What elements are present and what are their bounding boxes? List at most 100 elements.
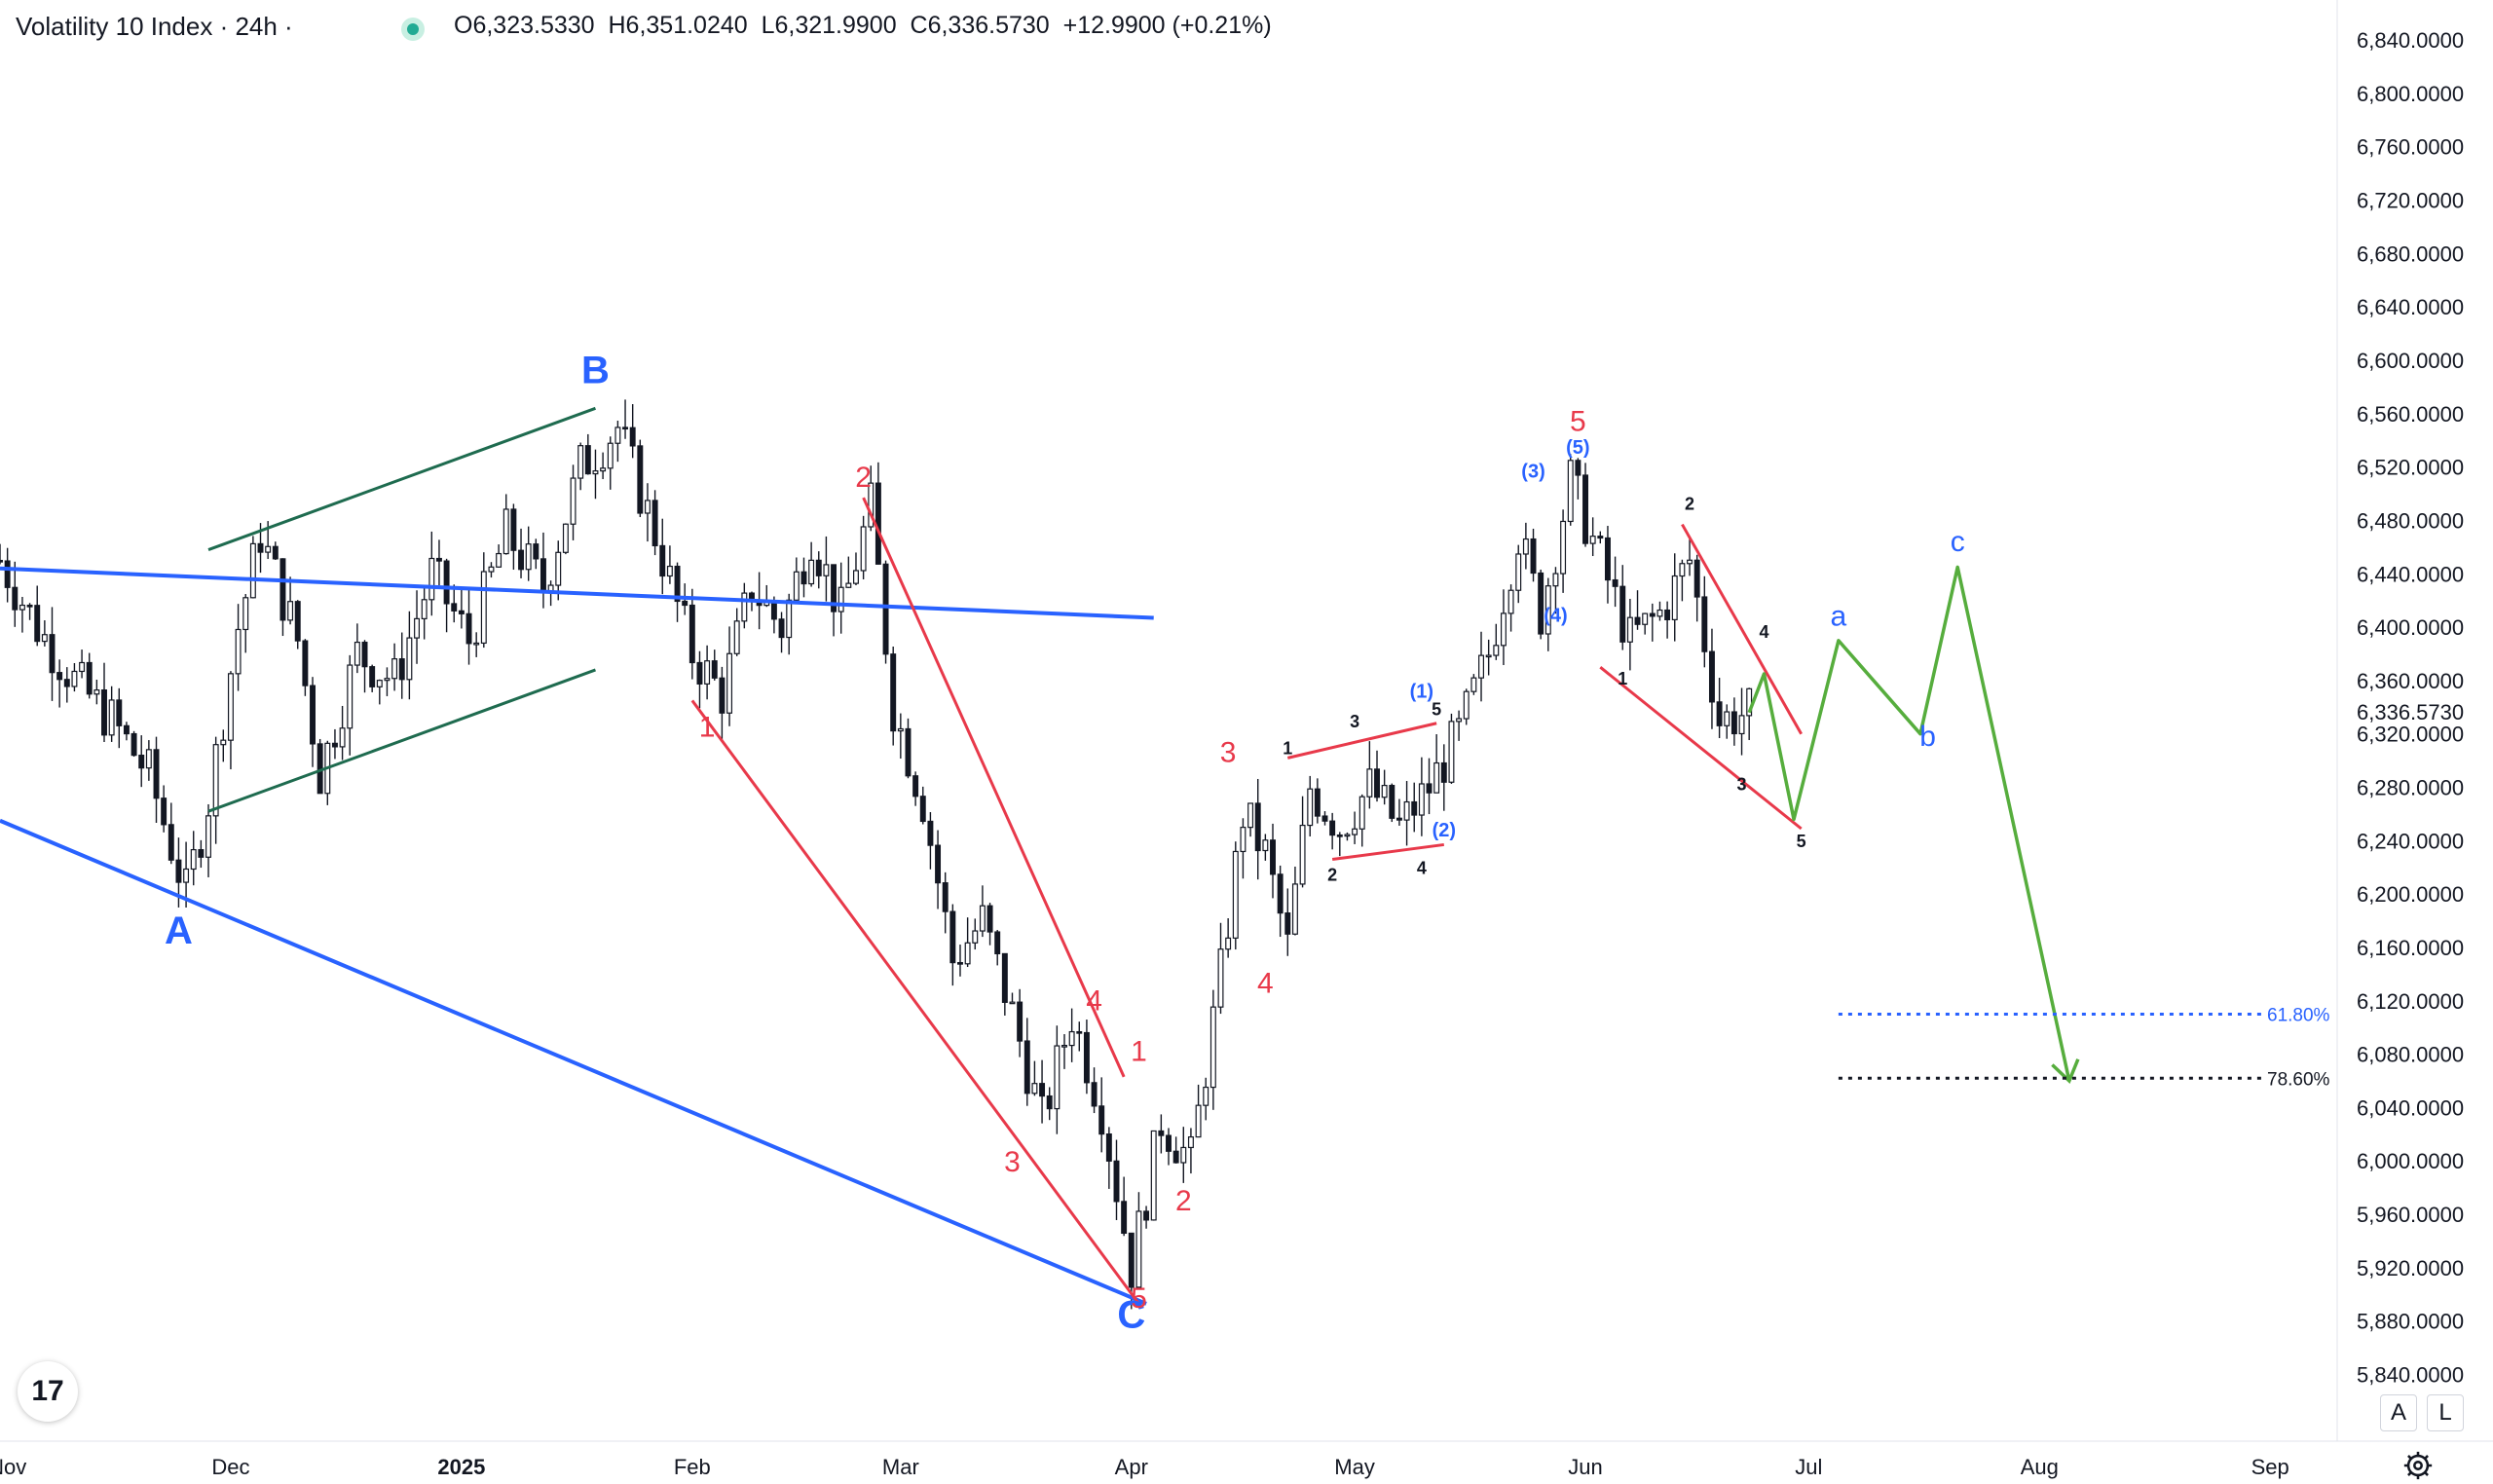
candle-body bbox=[837, 586, 844, 612]
trend-line[interactable] bbox=[862, 497, 1126, 1078]
candle-body bbox=[831, 564, 837, 612]
candle-body bbox=[227, 673, 234, 741]
time-tick-label: May bbox=[1334, 1455, 1375, 1479]
candle-body bbox=[502, 508, 509, 555]
tradingview-logo-icon[interactable]: 17 bbox=[18, 1361, 78, 1422]
candle-body bbox=[1701, 596, 1708, 652]
trend-line[interactable] bbox=[1331, 842, 1444, 862]
time-tick-label: Dec bbox=[211, 1455, 249, 1479]
wave-label: a bbox=[1831, 601, 1847, 633]
candle-body bbox=[1150, 1130, 1157, 1221]
change-value: +12.9900 (+0.21%) bbox=[1062, 12, 1272, 39]
price-tick-label: 6,800.0000 bbox=[2357, 82, 2464, 106]
candle-body bbox=[815, 559, 822, 576]
candle-body bbox=[1180, 1146, 1187, 1164]
candle-body bbox=[637, 445, 644, 514]
candle-body bbox=[853, 570, 859, 584]
price-tick-label: 6,760.0000 bbox=[2357, 135, 2464, 160]
symbol-title[interactable]: Volatility 10 Index · 24h · bbox=[16, 12, 293, 41]
candle-body bbox=[935, 844, 942, 884]
candle-body bbox=[384, 678, 391, 682]
wave-label: 5 bbox=[1797, 832, 1806, 851]
candle-body bbox=[198, 849, 205, 858]
candle-body bbox=[927, 820, 934, 846]
candle-body bbox=[1463, 690, 1470, 720]
channel-line[interactable] bbox=[0, 818, 1147, 1306]
candle-body bbox=[1448, 721, 1455, 783]
candle-body bbox=[175, 859, 182, 883]
candle-body bbox=[1068, 1030, 1075, 1047]
candle-body bbox=[964, 942, 971, 965]
candle-body bbox=[570, 477, 577, 525]
wave-label: 3 bbox=[1220, 736, 1237, 768]
candle-body bbox=[1240, 827, 1246, 853]
candle-body bbox=[145, 749, 152, 769]
candle-body bbox=[778, 618, 785, 639]
auto-scale-button[interactable]: A bbox=[2380, 1394, 2417, 1431]
high-label: H bbox=[608, 12, 626, 39]
candle-body bbox=[71, 670, 78, 687]
price-tick-label: 6,520.0000 bbox=[2357, 456, 2464, 480]
candle-body bbox=[1395, 817, 1402, 821]
trend-line[interactable] bbox=[1286, 722, 1437, 760]
channel-line[interactable] bbox=[0, 566, 1154, 620]
candle-body bbox=[272, 545, 279, 560]
trend-line[interactable] bbox=[207, 668, 596, 813]
candle-body bbox=[265, 545, 272, 553]
candle-body bbox=[1589, 536, 1596, 544]
candle-body bbox=[719, 677, 726, 714]
candle-body bbox=[897, 727, 904, 732]
candle-body bbox=[979, 905, 986, 932]
candle-body bbox=[607, 442, 614, 469]
low-label: L bbox=[761, 12, 775, 39]
candle-body bbox=[622, 427, 629, 430]
candle-body bbox=[1247, 802, 1254, 829]
price-tick-label: 6,200.0000 bbox=[2357, 882, 2464, 907]
trend-line[interactable] bbox=[207, 406, 596, 552]
high-value: 6,351.0240 bbox=[625, 12, 748, 39]
candle-body bbox=[1693, 559, 1700, 598]
log-scale-button[interactable]: L bbox=[2427, 1394, 2464, 1431]
open-value: 6,323.5330 bbox=[472, 12, 595, 39]
candle-body bbox=[1418, 783, 1425, 816]
wave-label: (4) bbox=[1544, 606, 1567, 627]
trend-line[interactable] bbox=[690, 699, 1140, 1305]
candle-body bbox=[1336, 834, 1343, 837]
candle-body bbox=[376, 680, 383, 687]
candle-body bbox=[1105, 1133, 1112, 1162]
candle-body bbox=[1738, 715, 1745, 735]
candle-body bbox=[1470, 677, 1477, 692]
candle-body bbox=[302, 640, 309, 686]
wave-label: 5 bbox=[1131, 1282, 1147, 1315]
candle-body bbox=[860, 526, 867, 572]
price-tick-label: 6,840.0000 bbox=[2357, 28, 2464, 53]
time-tick-label: Mar bbox=[882, 1455, 919, 1479]
candle-body bbox=[86, 661, 93, 695]
candle-body bbox=[361, 641, 368, 668]
candle-body bbox=[310, 685, 316, 745]
projection-path[interactable] bbox=[1747, 565, 2071, 1082]
trend-line[interactable] bbox=[1681, 523, 1803, 735]
gear-icon[interactable] bbox=[2401, 1449, 2435, 1482]
wave-label: 2 bbox=[1685, 494, 1694, 513]
candle-body bbox=[414, 617, 420, 639]
candle-body bbox=[614, 427, 621, 444]
candle-body bbox=[540, 558, 546, 593]
candle-body bbox=[12, 586, 19, 611]
price-tick-label: 5,880.0000 bbox=[2357, 1310, 2464, 1334]
candle-body bbox=[1098, 1105, 1105, 1135]
candle-body bbox=[123, 724, 130, 735]
candle-body bbox=[220, 739, 227, 746]
time-tick-label: Sep bbox=[2251, 1455, 2289, 1479]
trend-line[interactable] bbox=[1599, 666, 1803, 831]
candle-body bbox=[1522, 538, 1529, 555]
candle-body bbox=[1314, 788, 1321, 817]
candle-body bbox=[1656, 609, 1663, 617]
candle-body bbox=[1575, 460, 1581, 476]
candle-body bbox=[49, 634, 56, 674]
price-tick-label: 6,600.0000 bbox=[2357, 349, 2464, 373]
candle-body bbox=[994, 931, 1001, 955]
candle-body bbox=[584, 445, 591, 475]
candle-body bbox=[1716, 701, 1723, 726]
